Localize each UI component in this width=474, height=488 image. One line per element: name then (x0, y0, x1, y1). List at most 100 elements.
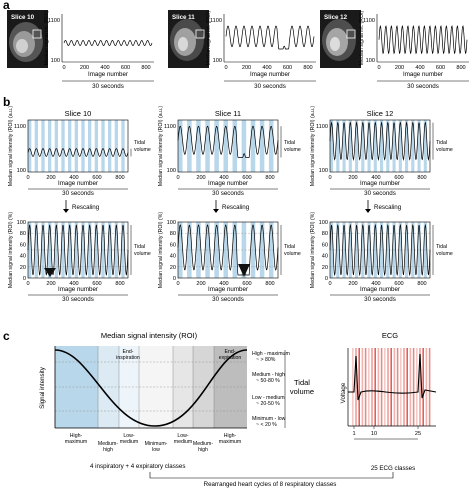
b-xtick: 0 (26, 175, 29, 181)
b-xlabel: Image number (360, 286, 400, 293)
b-xtick: 400 (371, 175, 380, 181)
b-xlabel: Image number (360, 180, 400, 187)
mri-thumbnail-slice-12: Slice 12 (320, 10, 361, 68)
tidal-volume-c: Tidal volume (290, 378, 314, 396)
slice-12-label-a: Slice 12 (324, 14, 348, 21)
b-duration: 30 seconds (212, 190, 244, 197)
a-ytick: 1100 (363, 18, 375, 24)
b-stripe (348, 120, 352, 172)
a-ylabel: Median signal int. (ROI) (206, 10, 212, 65)
b-stripe (48, 120, 52, 172)
ecg-class-stripe (380, 348, 383, 426)
a-xtick: 600 (436, 65, 445, 71)
class-range: Medium - high ~ 50-80 % (252, 372, 285, 384)
b-xtick: 600 (92, 281, 101, 287)
b-tidal-label: Tidal (436, 140, 447, 146)
b-bottom-signal (27, 224, 129, 276)
b-xtick: 800 (115, 175, 124, 181)
b-xtick: 0 (176, 281, 179, 287)
b-stripe (250, 120, 256, 172)
ecg-class-stripe (393, 348, 396, 426)
b-stripe (405, 120, 409, 172)
b-top-signal (27, 148, 129, 157)
b-stripe (81, 120, 85, 172)
b-rescaling: Rescaling (222, 204, 250, 211)
mri-thumbnail-slice-10: Slice 10 (7, 10, 48, 68)
b-stripe (214, 120, 219, 172)
ecg-class-stripe (412, 348, 415, 426)
b-ylabel-bottom: Median signal intensity (ROI) (%) (8, 212, 14, 288)
b-tidal-label: Tidal (134, 140, 145, 146)
rearranged-label: Rearranged heart cycles of 8 respiratory… (204, 481, 337, 488)
b-ytick-pct: 40 (20, 254, 26, 260)
ecg-class-stripe (352, 348, 354, 426)
b-ytick-pct: 80 (20, 231, 26, 237)
slice-10-label-a: Slice 10 (11, 14, 35, 21)
b-tidal-label: Tidal (284, 140, 295, 146)
b-stripe (398, 120, 402, 172)
a-duration: 30 seconds (407, 83, 439, 90)
panel-a-letter: a (3, 0, 10, 12)
a-ylabel: Median signal int. (ROI) (44, 10, 50, 65)
b-xtick: 0 (26, 281, 29, 287)
b-title: Slice 12 (367, 109, 394, 118)
b-ytick-pct: 20 (170, 265, 176, 271)
b-xlabel: Image number (208, 180, 248, 187)
b-xtick: 400 (219, 281, 228, 287)
ecg-class-stripe (377, 348, 380, 426)
b-xtick: 800 (265, 281, 274, 287)
b-stripe (68, 222, 72, 278)
b-bottom-signal (177, 224, 279, 276)
b-tidal-label: volume (134, 147, 151, 153)
b-stripe (373, 120, 377, 172)
ecg-class-stripe (355, 348, 357, 426)
ecg-tick-label: 1 (352, 431, 355, 437)
class-label: Medium-high (193, 441, 213, 453)
b-xtick: 600 (92, 175, 101, 181)
b-stripe (223, 222, 228, 278)
ecg-class-stripe (403, 348, 405, 426)
ecg-class-stripe (371, 348, 373, 426)
b-ytick: 1100 (14, 124, 26, 130)
b-title: Slice 11 (215, 109, 241, 118)
a-xtick: 400 (100, 65, 109, 71)
b-xlabel: Image number (208, 286, 248, 293)
b-ytick-pct: 80 (322, 231, 328, 237)
b-stripe (178, 222, 183, 278)
b-tidal-label: Tidal (284, 244, 295, 250)
class-label: Low-medium (120, 433, 138, 445)
b-tidal-label: volume (134, 251, 151, 257)
a-ytick: 1100 (210, 18, 222, 24)
b-ytick-pct: 100 (17, 220, 26, 226)
b-stripe (392, 120, 396, 172)
b-fill-trough (238, 264, 250, 277)
b-stripe (241, 222, 247, 278)
b-ytick-pct: 40 (170, 254, 176, 260)
a-xtick: 800 (141, 65, 150, 71)
b-xtick: 400 (371, 281, 380, 287)
b-xtick: 600 (394, 175, 403, 181)
b-xtick: 800 (417, 175, 426, 181)
class-range: Low - medium ~ 20-50 % (252, 395, 285, 407)
ecg-class-stripe (419, 348, 421, 426)
b-ytick: 100 (167, 168, 176, 174)
a-xtick: 200 (242, 65, 251, 71)
b-ytick-pct: 0 (173, 276, 176, 282)
b-ylabel-top: Median signal intensity (ROI) (a.u.) (8, 106, 14, 186)
a-xlabel: Image number (403, 71, 443, 78)
b-stripe (268, 120, 274, 172)
b-stripe (336, 120, 340, 172)
end-inspiration-label: End-inspiration (116, 349, 140, 361)
b-ytick-pct: 0 (23, 276, 26, 282)
b-duration: 30 seconds (62, 296, 94, 303)
b-xtick: 600 (242, 175, 251, 181)
class-label: Minimum-low (145, 441, 168, 453)
b-stripe (178, 120, 183, 172)
class-summary: 4 inspiratory + 4 expiratory classes (90, 463, 185, 470)
b-ytick-pct: 100 (167, 220, 176, 226)
